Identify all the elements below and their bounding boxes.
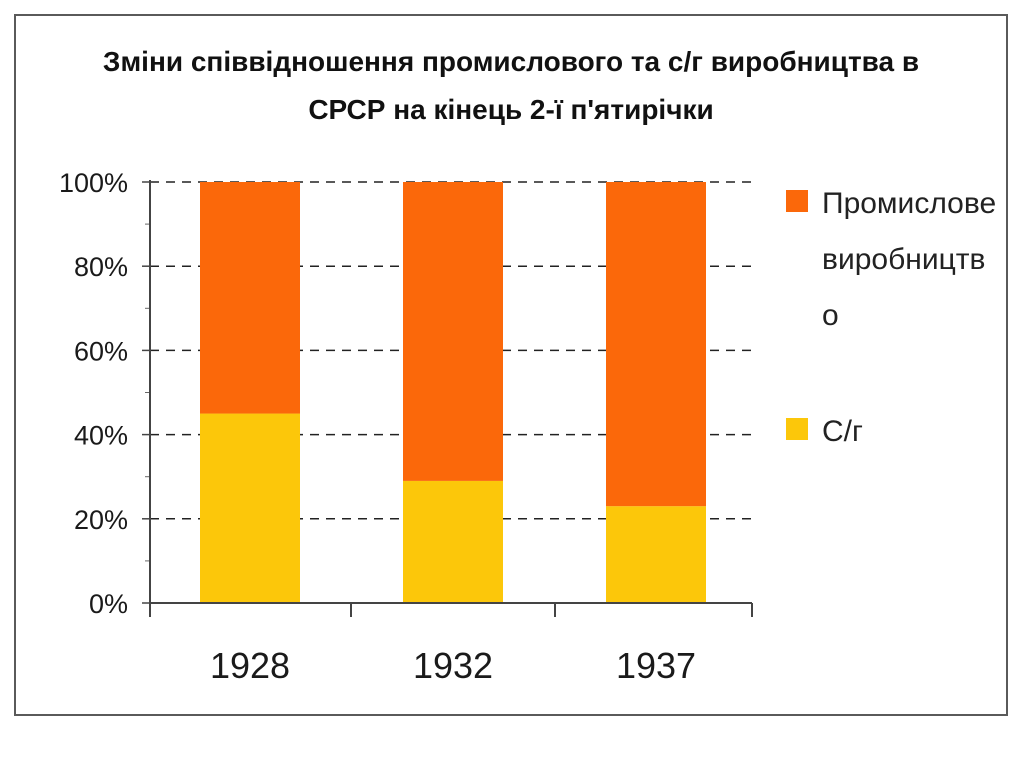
y-tick-label: 0%	[89, 589, 128, 619]
bar-industry	[403, 182, 503, 481]
x-category-label: 1928	[210, 645, 290, 686]
chart-legend: Промислове виробництво С/г	[786, 176, 1001, 520]
bar-agriculture	[606, 506, 706, 603]
bar-agriculture	[403, 480, 503, 603]
legend-swatch-industry	[786, 190, 808, 212]
legend-label-agriculture: С/г	[822, 415, 863, 448]
legend-label-industry: Промислове виробництво	[822, 187, 997, 332]
chart-frame	[14, 14, 1008, 716]
chart-title-line-2: СРСР на кінець 2-ї п'ятирічки	[308, 94, 714, 125]
bar-industry	[606, 182, 706, 507]
y-tick-label: 40%	[74, 421, 128, 451]
x-category-label: 1937	[616, 645, 696, 686]
legend-item-agriculture: С/г	[786, 404, 1001, 460]
y-tick-label: 100%	[59, 168, 128, 198]
x-category-label: 1932	[413, 645, 493, 686]
legend-swatch-agriculture	[786, 418, 808, 440]
y-tick-label: 60%	[74, 336, 128, 366]
y-tick-label: 20%	[74, 505, 128, 535]
chart-title-line-1: Зміни співвідношення промислового та с/г…	[102, 46, 920, 77]
legend-item-industry: Промислове виробництво	[786, 176, 1001, 344]
chart-title: Зміни співвідношення промислового та с/г…	[14, 38, 1008, 134]
bar-industry	[200, 182, 300, 414]
bar-agriculture	[200, 413, 300, 603]
y-tick-label: 80%	[74, 252, 128, 282]
